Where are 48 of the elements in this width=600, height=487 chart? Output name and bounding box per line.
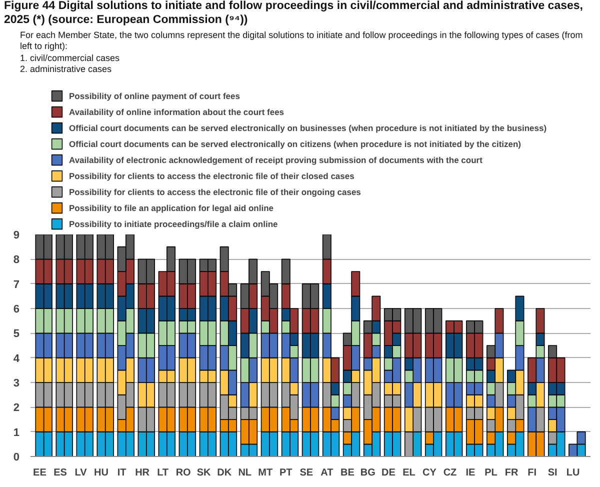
x-tick-label: PL (484, 468, 498, 478)
legend-label: Possibility for clients to access the electronic file of their closed cases (69, 170, 354, 182)
legend-label: Official court documents can be served electronically on businesses (when procedure is not initiated by the business) (69, 122, 547, 134)
x-tick-label: EL (402, 468, 416, 478)
legend-label: Official court documents can be served electronically on citizens (when procedure is not initiated by the citizen) (69, 138, 522, 150)
x-tick-label: LV (74, 468, 88, 478)
x-tick-label: FR (504, 468, 519, 478)
x-tick-label: AT (320, 468, 334, 478)
y-tick-label: 5 (13, 328, 20, 340)
chart-title: Figure 44 Digital solutions to initiate and follow proceedings in civil/commercial and administrative cases, 2025 (*) (source: European Commission (⁹⁴)) (4, 0, 584, 28)
y-tick-label: 7 (13, 278, 20, 291)
x-tick-label: PT (279, 468, 292, 478)
x-tick-label: SI (548, 468, 558, 478)
y-tick-label: 4 (13, 352, 20, 365)
x-tick-label: DK (217, 468, 232, 478)
x-tick-label: SK (196, 468, 212, 478)
x-tick-label: CY (422, 468, 437, 478)
legend-label: Possibility to file an application for legal aid online (69, 202, 274, 214)
y-tick-label: 0 (13, 452, 20, 464)
x-tick-label: LT (157, 468, 169, 478)
x-tick-label: RO (176, 468, 192, 478)
legend-label: Possibility for clients to access the electronic file of their ongoing cases (69, 186, 361, 198)
y-tick-label: 1 (13, 426, 20, 439)
legend-label: Possibility to initiate proceedings/file a claim online (69, 218, 278, 230)
x-tick-label: ES (54, 468, 68, 478)
chart-subtitle: For each Member State, the two columns represent the digital solutions to initiate and follow proceedings in the following types of cases (from left to right): 1. civil/commercial cases 2. administrative cases (20, 30, 584, 75)
legend-label: Possibility of online payment of court fees (69, 90, 240, 102)
x-tick-label: HU (94, 468, 108, 478)
x-tick-label: HR (135, 468, 150, 478)
x-tick-label: LU (566, 468, 580, 478)
x-tick-label: CZ (443, 468, 457, 478)
y-tick-label: 9 (13, 230, 20, 242)
x-tick-label: EE (33, 468, 47, 478)
x-tick-label: NL (238, 468, 252, 478)
x-tick-label: BG (360, 468, 376, 478)
y-tick-label: 3 (13, 378, 20, 390)
x-tick-label: BE (340, 468, 355, 478)
x-tick-label: IE (466, 468, 476, 478)
y-tick-label: 6 (13, 304, 20, 316)
y-tick-label: 2 (13, 402, 20, 414)
x-tick-label: IT (117, 468, 126, 478)
x-tick-label: SE (300, 468, 314, 478)
x-tick-label: DE (382, 468, 396, 478)
legend-label: Availability of electronic acknowledgement of receipt proving submission of documents with the court (69, 154, 482, 166)
x-tick-label: FI (528, 468, 537, 478)
y-tick-label: 8 (13, 254, 20, 266)
legend-label: Availability of online information about the court fees (69, 106, 284, 118)
x-tick-label: MT (258, 468, 273, 478)
